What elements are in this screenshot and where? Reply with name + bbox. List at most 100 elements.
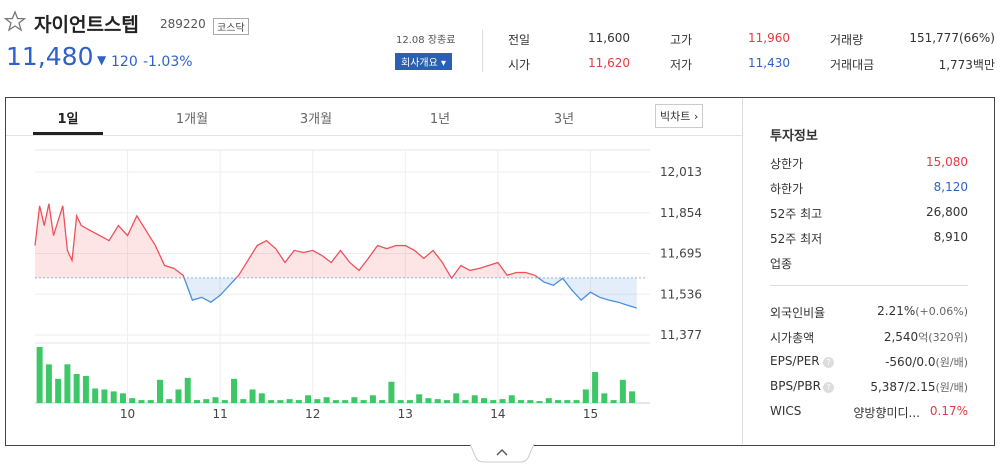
info-value: 양방향미디... <box>853 406 920 420</box>
quote-value: 11,960 <box>748 31 790 45</box>
volume-bar <box>184 377 191 403</box>
volume-bar <box>286 399 293 403</box>
volume-bar <box>258 393 265 403</box>
stock-name: 자이언트스텝 <box>34 14 139 36</box>
volume-bar <box>314 399 321 403</box>
volume-bar <box>369 395 376 403</box>
info-unit: (원/배) <box>935 356 968 369</box>
info-label: 52주 최고 <box>770 207 823 221</box>
volume-bar <box>175 389 182 403</box>
info-extra: 0.17% <box>929 404 968 418</box>
volume-bar <box>45 364 52 403</box>
big-chart-button[interactable]: 빅차트 › <box>655 104 704 128</box>
info-value: 26,800 <box>926 205 968 219</box>
change-rate: -1.03% <box>143 54 193 70</box>
info-value-row: 2,540억(320위) <box>840 329 968 345</box>
quote-label: 거래대금 <box>830 58 875 72</box>
period-tab[interactable]: 1개월 <box>175 112 209 127</box>
volume-bar <box>527 400 534 403</box>
period-tab[interactable]: 3년 <box>553 112 575 127</box>
period-tab[interactable]: 1일 <box>57 112 79 127</box>
period-tab[interactable]: 1년 <box>429 112 451 127</box>
volume-bar <box>147 400 154 403</box>
volume-bar <box>36 346 43 403</box>
x-tick-label: 11 <box>213 407 228 421</box>
volume-bar <box>268 400 275 403</box>
volume-bar <box>397 400 404 403</box>
volume-bar <box>55 378 62 403</box>
area-up <box>35 203 637 278</box>
info-unit: 억(320위) <box>918 331 968 344</box>
info-value-row: 2.21%(+0.06%) <box>840 304 968 318</box>
info-value: 2,540 <box>883 330 919 344</box>
volume-bar <box>610 400 617 403</box>
volume-bar <box>545 398 552 403</box>
y-tick-label: 11,377 <box>660 328 702 342</box>
volume-bar <box>221 400 228 403</box>
info-label: 하한가 <box>770 182 804 196</box>
volume-bar <box>453 393 460 403</box>
volume-bar <box>360 400 367 403</box>
x-tick-label: 15 <box>583 407 598 421</box>
quote-value: 11,430 <box>748 56 790 70</box>
market-badge: 코스닥 <box>213 18 249 35</box>
current-price: 11,480 <box>6 42 94 71</box>
quote-value: 1,773백만 <box>938 58 995 72</box>
company-button-label: 회사개요 <box>401 58 438 69</box>
volume-bar <box>555 400 562 403</box>
divider <box>482 30 483 72</box>
collapse-toggle[interactable] <box>470 444 534 464</box>
volume-bar <box>462 400 469 403</box>
quote-label: 시가 <box>508 58 531 72</box>
volume-bar <box>425 398 432 403</box>
info-label: WICS <box>770 404 802 418</box>
favorite-star[interactable] <box>4 10 26 32</box>
stock-code: 289220 <box>160 17 206 31</box>
volume-bar <box>471 395 478 403</box>
volume-bar <box>573 400 580 403</box>
volume-bar <box>101 389 108 403</box>
volume-bar <box>342 400 349 403</box>
info-value: 5,387/2.15 <box>870 380 936 394</box>
volume-bar <box>443 400 450 403</box>
price-change: 120 <box>111 54 138 70</box>
volume-bar <box>231 378 238 403</box>
y-tick-label: 11,536 <box>660 287 702 301</box>
volume-bar <box>295 400 302 403</box>
volume-bar <box>508 395 515 403</box>
x-tick-label: 14 <box>490 407 505 421</box>
info-value-row: 5,387/2.15(원/배) <box>840 379 968 395</box>
volume-bar <box>129 398 136 403</box>
volume-bar <box>82 375 89 403</box>
volume-bar <box>536 401 543 403</box>
info-value: 2.21% <box>877 304 916 318</box>
volume-bar <box>351 397 358 403</box>
volume-bar <box>518 400 525 403</box>
quote-label: 거래량 <box>830 33 864 47</box>
quote-value: 151,777(66%) <box>909 31 995 45</box>
volume-bar <box>582 389 589 403</box>
period-tab[interactable]: 3개월 <box>299 112 333 127</box>
volume-bar <box>203 399 210 403</box>
info-unit: (+0.06%) <box>915 305 968 318</box>
company-button[interactable]: 회사개요 ▾ <box>395 53 453 70</box>
tab-divider <box>6 135 742 136</box>
quote-label: 고가 <box>670 33 693 47</box>
info-label: BPS/PBR <box>770 379 821 393</box>
info-label: 시가총액 <box>770 331 815 345</box>
price-line-up <box>34 203 564 278</box>
volume-bar <box>166 399 173 403</box>
volume-bar <box>277 400 284 403</box>
volume-bar <box>490 400 497 403</box>
volume-bar <box>499 399 506 403</box>
divider <box>742 98 743 444</box>
help-icon[interactable]: ? <box>823 382 834 393</box>
y-tick-label: 11,695 <box>660 247 702 261</box>
quote-value: 11,600 <box>588 31 630 45</box>
area-down <box>184 277 637 309</box>
help-icon[interactable]: ? <box>823 357 834 368</box>
y-tick-label: 12,013 <box>660 165 702 179</box>
volume-bar <box>564 400 571 403</box>
